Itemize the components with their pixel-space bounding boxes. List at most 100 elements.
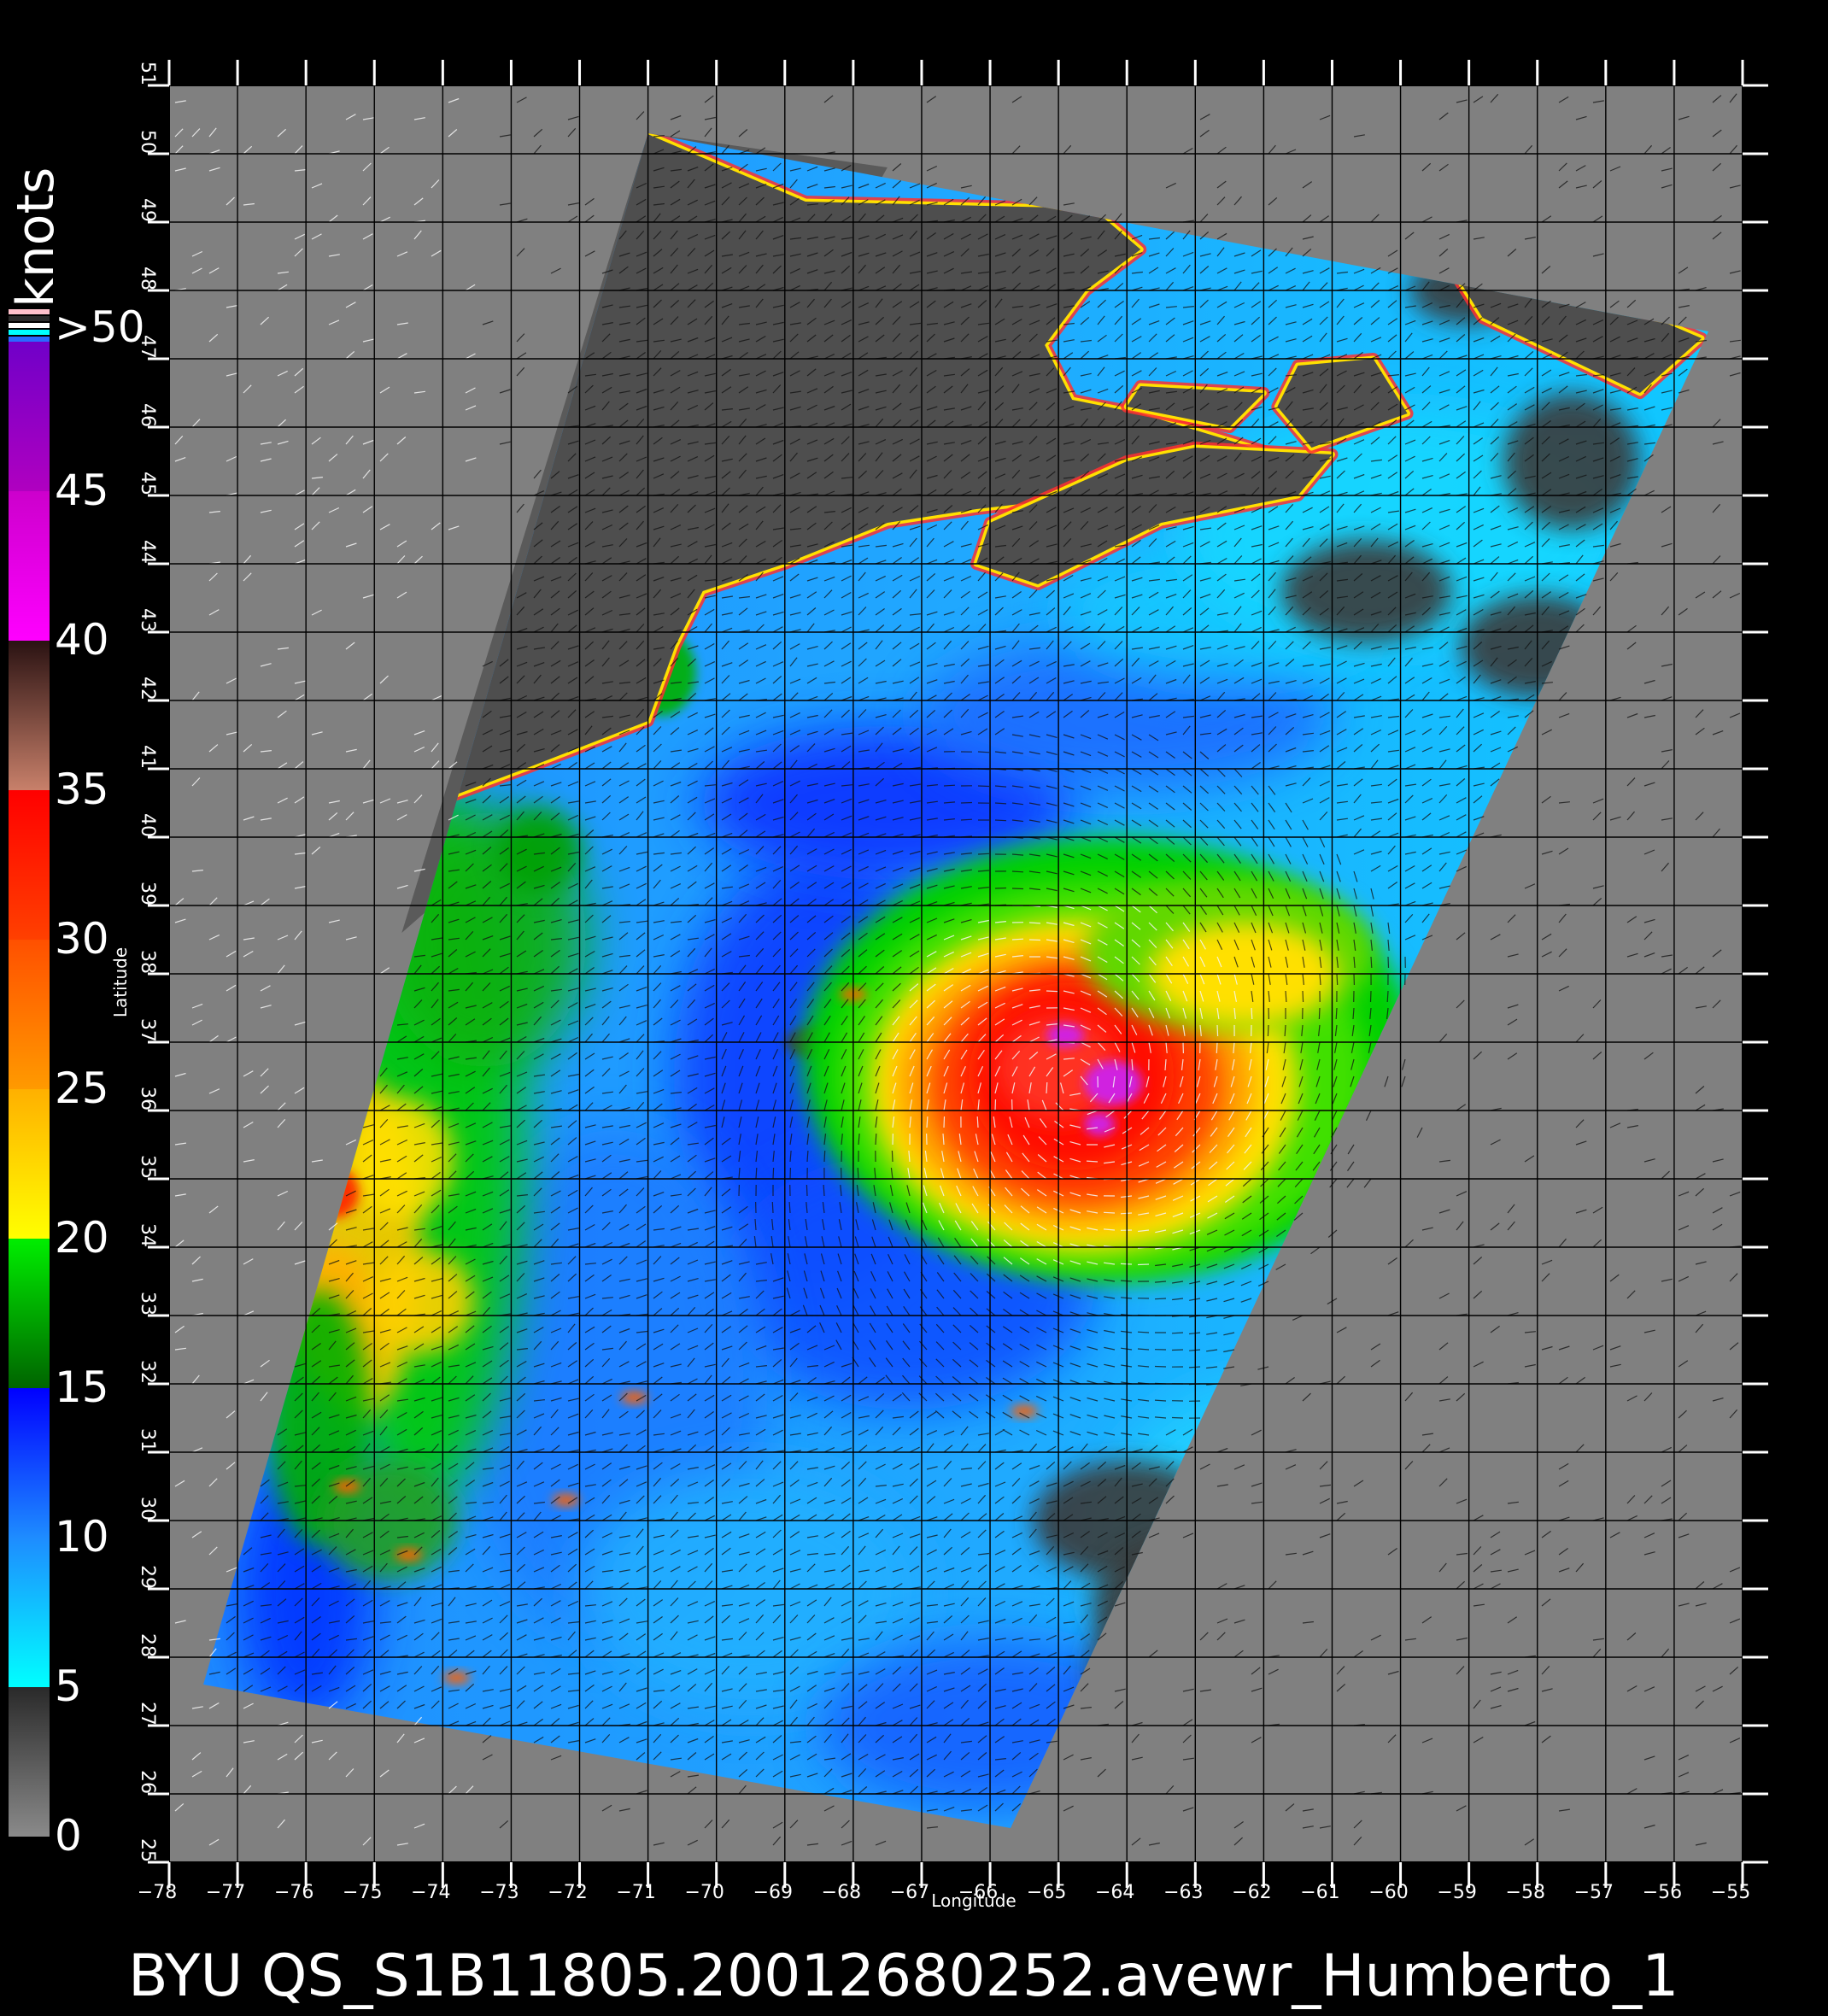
colorbar-tick-label: >50 (55, 302, 145, 352)
lon-tick-label: −67 (890, 1882, 929, 1903)
lat-tick-label: 37 (137, 1018, 158, 1042)
lat-tick-label: 36 (137, 1087, 158, 1111)
colorbar-tick-label: 5 (55, 1661, 82, 1711)
lon-tick-label: −78 (138, 1882, 177, 1903)
hurricane-core (1046, 1023, 1085, 1047)
wind-speed-patch (350, 1099, 454, 1218)
lat-tick-label: 30 (137, 1497, 158, 1521)
lon-tick-label: −58 (1506, 1882, 1545, 1903)
colorbar-tick-label: 35 (55, 765, 109, 814)
storm-cell (333, 1480, 361, 1492)
colorbar: 0 5 10 15 20 25 30 35 40 45 >50 (9, 302, 145, 1861)
colorbar-band (9, 1388, 50, 1538)
colorbar-tick-label: 30 (55, 914, 109, 964)
hurricane-core (1084, 1112, 1116, 1136)
axis-ticks: −78 −77 −76 −75 −74 −73 −72 −71 −70 −69 −68 −67 −66 −… (137, 60, 1768, 1903)
lat-tick-label: 29 (137, 1565, 158, 1589)
lat-tick-label: 25 (137, 1838, 158, 1862)
lat-tick-label: 44 (137, 540, 158, 564)
y-axis-label: Latitude (110, 947, 131, 1017)
colorbar-tick-label: 45 (55, 466, 109, 515)
lon-tick-label: −64 (1095, 1882, 1134, 1903)
colorbar-tick-label: 10 (55, 1512, 109, 1562)
lon-tick-label: −77 (206, 1882, 245, 1903)
wind-barb-set (174, 97, 1269, 1846)
lon-tick-label: −76 (274, 1882, 313, 1903)
lon-tick-label: −75 (343, 1882, 382, 1903)
colorbar-over-swatch (9, 330, 50, 335)
lon-tick-label: −72 (548, 1882, 587, 1903)
lat-tick-label: 45 (137, 472, 158, 495)
lon-tick-label: −59 (1437, 1882, 1476, 1903)
colorbar-band (9, 641, 50, 790)
colorbar-tick-label: 25 (55, 1064, 109, 1113)
lon-tick-label: −70 (684, 1882, 724, 1903)
colorbar-band (9, 1239, 50, 1388)
colorbar-band (9, 940, 50, 1089)
lon-tick-label: −61 (1300, 1882, 1339, 1903)
lat-tick-label: 40 (137, 813, 158, 837)
lon-tick-label: −63 (1163, 1882, 1203, 1903)
colorbar-band (9, 1538, 50, 1687)
wind-speed-patch (495, 808, 582, 894)
lon-tick-label: −57 (1574, 1882, 1614, 1903)
lat-tick-label: 49 (137, 198, 158, 222)
lon-tick-label: −68 (822, 1882, 861, 1903)
lat-tick-label: 28 (137, 1633, 158, 1657)
wind-speed-patch (371, 1251, 474, 1353)
lat-tick-label: 31 (137, 1428, 158, 1452)
lon-tick-label: −62 (1232, 1882, 1271, 1903)
colorbar-band (9, 1089, 50, 1239)
colorbar-tick-label: 20 (55, 1213, 109, 1263)
lon-tick-label: −71 (616, 1882, 655, 1903)
colorbar-band (9, 790, 50, 940)
lon-tick-label: −55 (1711, 1882, 1750, 1903)
lat-tick-label: 43 (137, 608, 158, 632)
colorbar-over-swatch (9, 323, 50, 328)
land-mass (1277, 359, 1408, 448)
lon-tick-label: −56 (1643, 1882, 1682, 1903)
lat-tick-label: 39 (137, 882, 158, 905)
lon-tick-label: −73 (479, 1882, 519, 1903)
colorbar-over-swatch (9, 316, 50, 321)
land-mass (976, 448, 1333, 584)
lat-tick-label: 26 (137, 1770, 158, 1794)
colorbar-tick-label: 15 (55, 1363, 109, 1412)
wind-barb-set (208, 93, 1741, 1846)
lat-tick-label: 34 (137, 1223, 158, 1247)
lat-tick-label: 42 (137, 677, 158, 700)
wind-barbs (174, 93, 1741, 1846)
lon-tick-label: −65 (1027, 1882, 1066, 1903)
lat-tick-label: 46 (137, 403, 158, 427)
hurricane-core (1084, 1061, 1143, 1105)
storm-cell (1011, 1405, 1039, 1417)
lat-tick-label: 27 (137, 1702, 158, 1726)
colorbar-over-swatch (9, 337, 50, 342)
lat-tick-label: 47 (137, 335, 158, 359)
lat-tick-label: 51 (137, 62, 158, 85)
x-axis-label: Longitude (931, 1890, 1016, 1911)
wind-speed-patch (1280, 540, 1452, 642)
land-mass (374, 133, 1298, 810)
lon-tick-label: −66 (958, 1882, 998, 1903)
lat-tick-label: 33 (137, 1292, 158, 1316)
colorbar-band (9, 491, 50, 641)
lat-tick-label: 48 (137, 267, 158, 290)
colorbar-tick-label: 0 (55, 1811, 82, 1861)
lat-tick-label: 41 (137, 745, 158, 769)
lat-lon-grid (168, 85, 1743, 1863)
colorbar-band (9, 342, 50, 491)
colorbar-band (9, 1687, 50, 1837)
lon-tick-label: −60 (1368, 1882, 1408, 1903)
colorbar-tick-label: 40 (55, 615, 109, 665)
figure-title: BYU QS_S1B11805.20012680252.avewr_Humber… (128, 1943, 1679, 2010)
lat-tick-label: 38 (137, 950, 158, 974)
storm-cell (442, 1672, 471, 1684)
storm-cell (395, 1549, 423, 1561)
colorbar-unit-label: knots (6, 167, 66, 308)
storm-cell (620, 1392, 648, 1404)
lon-tick-label: −69 (753, 1882, 793, 1903)
lon-tick-label: −74 (411, 1882, 450, 1903)
lat-tick-label: 50 (137, 130, 158, 154)
